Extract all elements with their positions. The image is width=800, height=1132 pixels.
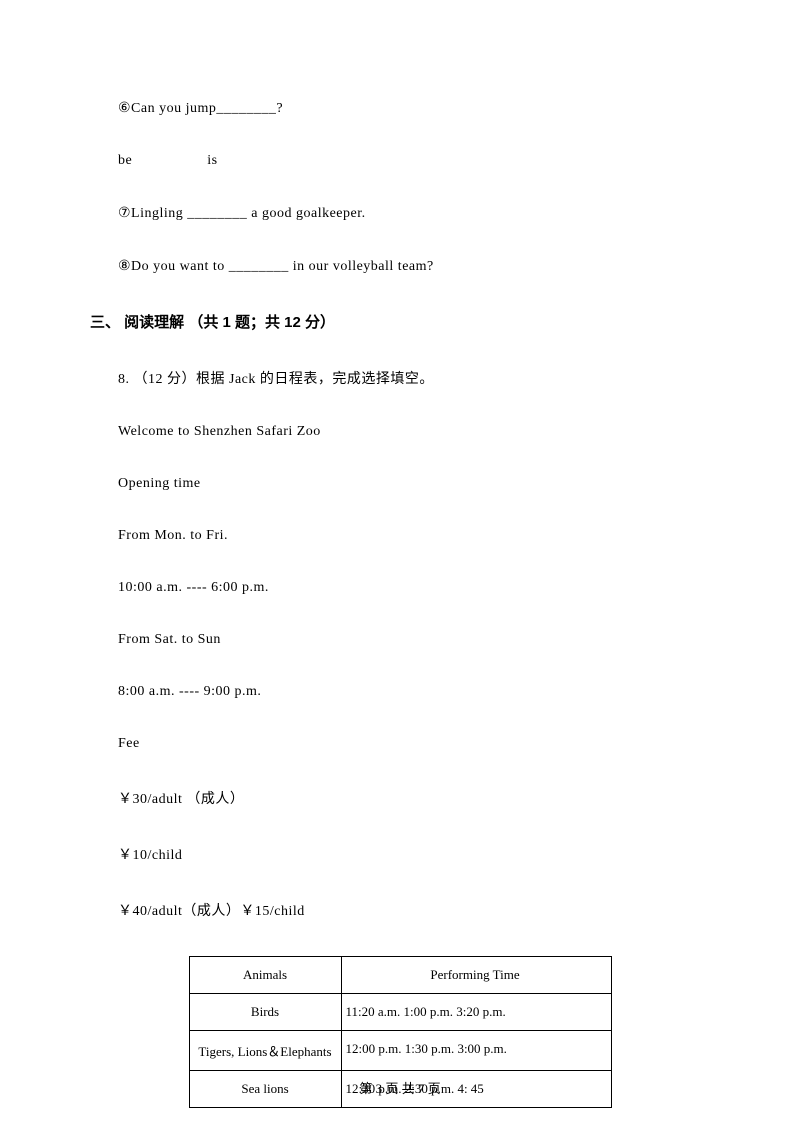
table-header-row: Animals Performing Time [189, 957, 611, 994]
header-performing-time: Performing Time [341, 957, 611, 994]
table-row: Tigers, Lions＆Elephants 12:00 p.m. 1:30 … [189, 1031, 611, 1071]
section-3-heading: 三、 阅读理解 （共 1 题；共 12 分） [90, 311, 710, 332]
fee-label: Fee [90, 736, 710, 752]
cell-birds-time: 11:20 a.m. 1:00 p.m. 3:20 p.m. [341, 994, 611, 1031]
cell-tigers-time: 12:00 p.m. 1:30 p.m. 3:00 p.m. [341, 1031, 611, 1071]
fee1-line: ￥30/adult （成人） [90, 788, 710, 808]
header-animals: Animals [189, 957, 341, 994]
option-is: is [207, 153, 217, 168]
fee2-line: ￥10/child [90, 844, 710, 864]
opening-time-label: Opening time [90, 476, 710, 492]
fee3-line: ￥40/adult（成人）￥15/child [90, 900, 710, 920]
table-row: Birds 11:20 a.m. 1:00 p.m. 3:20 p.m. [189, 994, 611, 1031]
question-8-sub: ⑧Do you want to ________ in our volleyba… [90, 258, 710, 275]
mon-fri-line: From Mon. to Fri. [90, 528, 710, 544]
cell-tigers: Tigers, Lions＆Elephants [189, 1031, 341, 1071]
page-footer: 第 3 页 共 7 页 [0, 1078, 800, 1097]
cell-birds: Birds [189, 994, 341, 1031]
sat-sun-line: From Sat. to Sun [90, 632, 710, 648]
question-6: ⑥Can you jump________? [90, 100, 710, 117]
time1-line: 10:00 a.m. ---- 6:00 p.m. [90, 580, 710, 596]
question-7: ⑦Lingling ________ a good goalkeeper. [90, 205, 710, 222]
question-8-main: 8. （12 分）根据 Jack 的日程表，完成选择填空。 [90, 368, 710, 388]
option-be: be [118, 153, 132, 168]
be-is-options: be is [90, 153, 710, 169]
time2-line: 8:00 a.m. ---- 9:00 p.m. [90, 684, 710, 700]
welcome-line: Welcome to Shenzhen Safari Zoo [90, 424, 710, 440]
